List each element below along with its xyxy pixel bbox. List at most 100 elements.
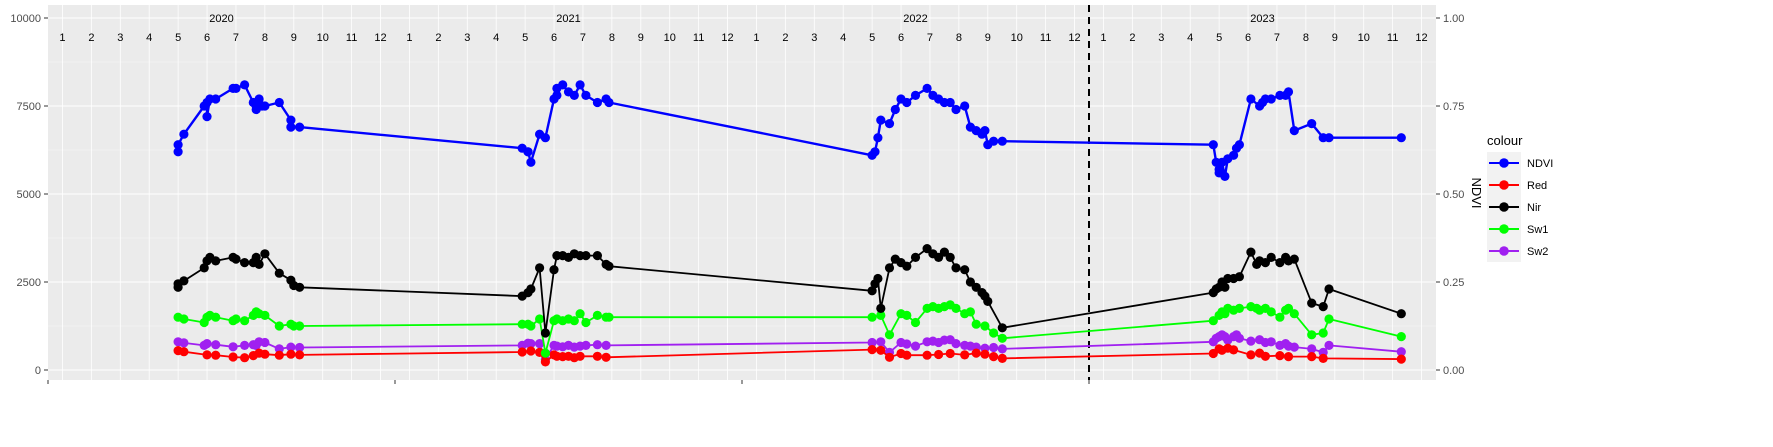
data-point-nir: [983, 296, 993, 306]
legend-label-sw1: Sw1: [1527, 224, 1548, 236]
data-point-ndvi: [951, 104, 961, 115]
data-point-ndvi: [873, 133, 883, 143]
data-point-sw1: [1318, 328, 1328, 338]
legend: colour NDVI Red Nir Sw1 Sw2: [1487, 133, 1553, 262]
year-label-2022: 2022: [903, 13, 927, 25]
data-point-red: [971, 348, 981, 358]
data-point-red: [1275, 351, 1285, 361]
data-point-nir: [581, 251, 591, 261]
data-point-sw1: [867, 312, 877, 322]
data-point-nir: [251, 252, 261, 262]
month-tick-label: 7: [580, 32, 586, 44]
month-tick-label: 4: [493, 32, 499, 44]
data-point-nir: [1324, 284, 1334, 294]
data-point-sw1: [1266, 307, 1276, 317]
data-point-red: [945, 348, 955, 359]
legend-key-point-red: [1499, 180, 1509, 190]
month-tick-label: 6: [898, 32, 904, 44]
data-point-ndvi: [1234, 140, 1244, 150]
data-point-red: [179, 347, 189, 357]
data-point-sw1: [1307, 330, 1317, 340]
data-point-nir: [240, 258, 250, 268]
data-point-nir: [549, 265, 559, 275]
legend-label-nir: Nir: [1527, 202, 1541, 214]
data-point-sw1: [592, 310, 603, 320]
data-point-ndvi: [526, 157, 536, 167]
data-point-sw1: [231, 314, 241, 324]
data-point-sw2: [1234, 333, 1244, 343]
data-point-nir: [884, 263, 895, 273]
month-tick-label: 12: [1415, 32, 1427, 44]
month-tick-label: 1: [1100, 32, 1106, 44]
data-point-sw2: [910, 341, 921, 351]
data-point-sw2: [179, 338, 189, 348]
data-point-ndvi: [274, 97, 284, 108]
month-tick-label: 5: [175, 32, 181, 44]
y-left-tick-label: 2500: [17, 277, 41, 289]
data-point-nir: [951, 263, 961, 273]
data-point-nir: [231, 254, 241, 264]
data-point-sw1: [965, 307, 976, 317]
data-point-nir: [867, 286, 877, 296]
data-point-sw1: [260, 310, 270, 320]
month-tick-label: 11: [1040, 32, 1051, 44]
data-point-ndvi: [870, 147, 880, 157]
data-point-red: [211, 350, 221, 360]
month-tick-label: 7: [927, 32, 933, 44]
data-point-red: [526, 346, 536, 356]
data-point-red: [1396, 354, 1406, 364]
data-point-red: [989, 352, 999, 362]
data-point-ndvi: [1208, 140, 1218, 150]
month-tick-label: 8: [1303, 32, 1309, 44]
data-point-red: [286, 349, 296, 359]
data-point-sw1: [1289, 309, 1299, 319]
data-point-sw1: [575, 309, 585, 319]
data-point-nir: [274, 268, 284, 278]
data-point-red: [980, 349, 990, 359]
data-point-nir: [873, 273, 883, 284]
data-point-sw2: [260, 337, 270, 348]
data-point-nir: [910, 252, 921, 262]
series-sw1: [173, 300, 1406, 358]
data-point-sw1: [876, 310, 886, 320]
data-point-ndvi: [922, 83, 932, 93]
month-tick-label: 9: [638, 32, 644, 44]
data-point-sw1: [526, 321, 536, 331]
data-point-nir: [939, 247, 950, 257]
data-point-sw2: [274, 344, 284, 354]
data-point-ndvi: [211, 94, 221, 104]
data-point-sw2: [989, 342, 999, 353]
y-left-tick-label: 7500: [17, 101, 41, 113]
data-point-ndvi: [980, 126, 990, 136]
data-point-red: [934, 349, 944, 360]
month-tick-label: 6: [1245, 32, 1251, 44]
month-tick-label: 3: [811, 32, 817, 44]
data-point-ndvi: [1283, 87, 1294, 97]
data-point-sw2: [228, 342, 238, 352]
data-point-ndvi: [960, 101, 970, 111]
y-right-tick-label: 1.00: [1443, 13, 1464, 25]
year-label-2021: 2021: [556, 13, 580, 25]
data-point-ndvi: [523, 147, 533, 157]
y-right-tick-label: 0.75: [1443, 101, 1464, 113]
data-point-sw1: [971, 319, 981, 329]
data-point-sw2: [902, 339, 912, 349]
series-ndvi: [173, 80, 1406, 181]
month-tick-label: 9: [1332, 32, 1338, 44]
data-point-nir: [199, 263, 209, 273]
month-tick-label: 5: [1216, 32, 1222, 44]
data-point-ndvi: [173, 147, 183, 157]
month-tick-label: 12: [1068, 32, 1080, 44]
month-tick-label: 2: [435, 32, 441, 44]
data-point-ndvi: [286, 115, 296, 125]
data-point-ndvi: [286, 122, 296, 132]
data-point-sw2: [1396, 347, 1406, 357]
data-point-ndvi: [604, 97, 614, 108]
month-tick-label: 2: [782, 32, 788, 44]
data-point-sw1: [989, 328, 999, 338]
legend-label-ndvi: NDVI: [1527, 158, 1553, 170]
data-point-sw2: [1289, 342, 1299, 352]
y-right-tick-label: 0.50: [1443, 189, 1464, 201]
data-point-red: [517, 347, 527, 357]
